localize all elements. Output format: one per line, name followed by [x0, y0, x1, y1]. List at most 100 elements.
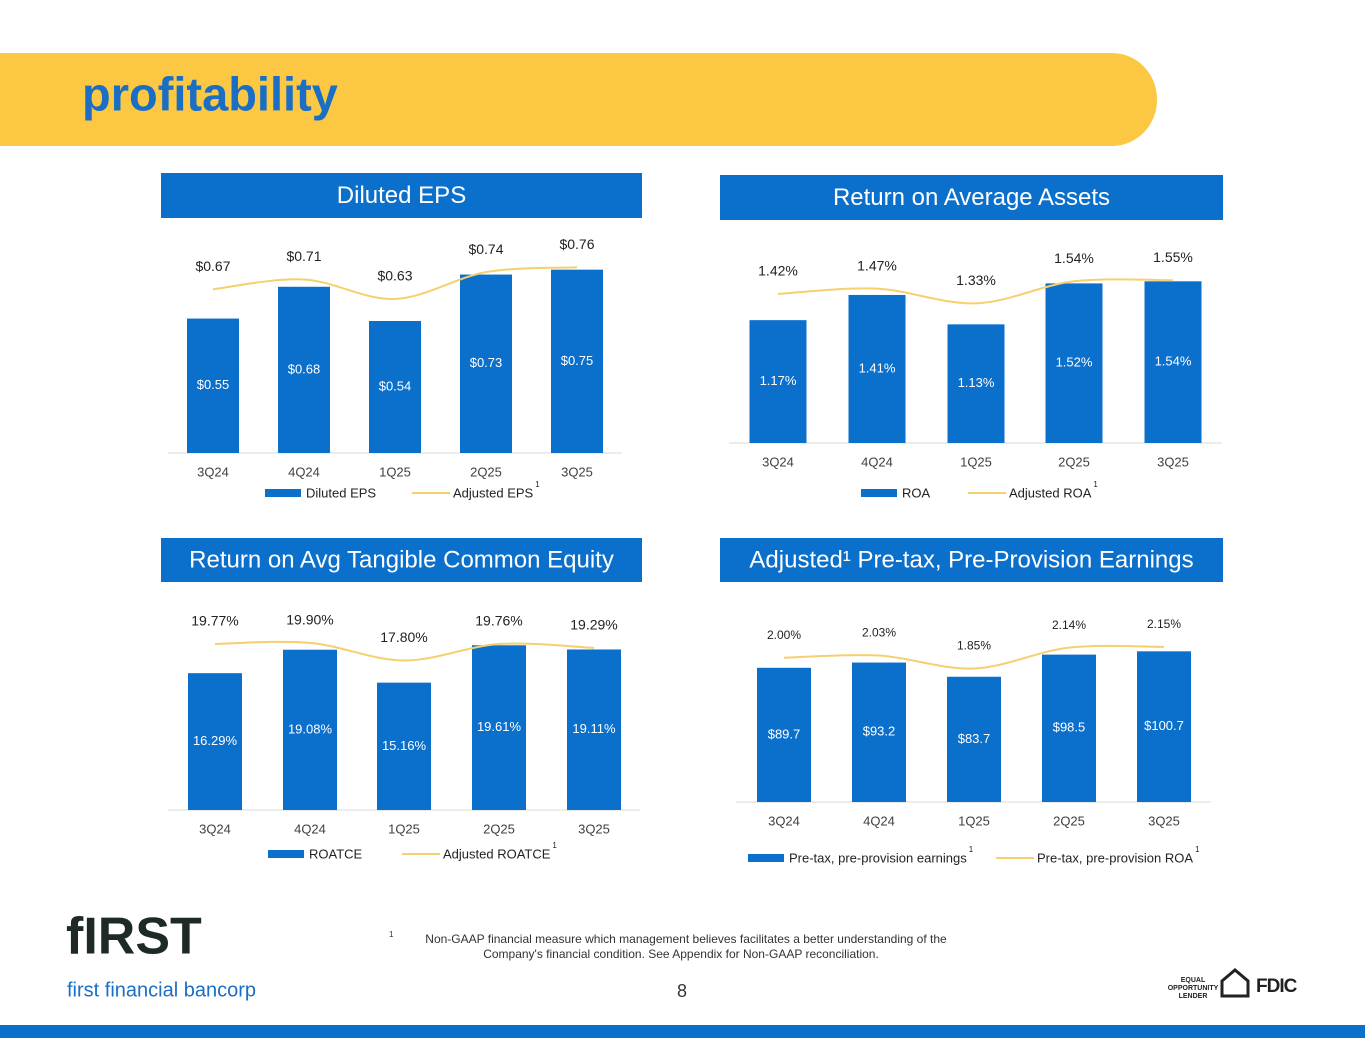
legend-label: Pre-tax, pre-provision earnings — [789, 850, 967, 865]
bar — [472, 645, 526, 810]
line-value-label: 1.33% — [956, 272, 996, 288]
line — [214, 640, 595, 662]
bar-value-label: 19.61% — [477, 719, 522, 734]
badge-text: OPPORTUNITY — [1168, 985, 1219, 992]
bar-value-label: $0.54 — [379, 378, 412, 393]
chart-title: Diluted EPS — [337, 182, 466, 209]
x-tick-label: 3Q25 — [1148, 813, 1180, 828]
line-value-label: 1.42% — [758, 263, 798, 279]
legend-label: Diluted EPS — [306, 485, 376, 500]
x-tick-label: 3Q24 — [768, 813, 800, 828]
x-tick-label: 3Q25 — [1157, 454, 1189, 469]
legend-swatch — [861, 489, 897, 497]
x-tick-label: 3Q24 — [197, 464, 229, 479]
bar — [852, 662, 906, 802]
legend-swatch — [748, 854, 784, 862]
line — [783, 644, 1165, 670]
line-value-label: 2.00% — [767, 628, 801, 642]
line-value-label: 2.15% — [1147, 617, 1181, 631]
legend-footnote: 1 — [969, 845, 974, 854]
line-value-label: 1.85% — [957, 639, 991, 653]
x-tick-label: 1Q25 — [379, 464, 411, 479]
x-tick-label: 3Q25 — [578, 821, 610, 836]
x-tick-label: 4Q24 — [861, 454, 893, 469]
line — [212, 266, 578, 301]
bar-value-label: $0.75 — [561, 353, 594, 368]
badge-text: LENDER — [1179, 993, 1208, 1000]
legend-footnote: 1 — [552, 841, 557, 850]
x-tick-label: 1Q25 — [960, 454, 992, 469]
x-tick-label: 2Q25 — [1053, 813, 1085, 828]
footnote-line: Company's financial condition. See Appen… — [483, 947, 879, 961]
bar-value-label: 15.16% — [382, 738, 427, 753]
line-value-label: $0.76 — [559, 236, 594, 252]
bar — [283, 649, 337, 810]
line-value-label: $0.63 — [377, 268, 412, 284]
line-value-label: 1.54% — [1054, 250, 1094, 266]
bar-value-label: 1.13% — [958, 375, 995, 390]
chart-title-box — [720, 538, 1223, 582]
line-value-label: 19.29% — [570, 617, 617, 633]
chart-title-box — [161, 173, 642, 218]
legend-footnote: 1 — [1195, 845, 1200, 854]
bar-value-label: $0.73 — [470, 355, 503, 370]
bar — [460, 274, 512, 453]
x-tick-label: 4Q24 — [288, 464, 320, 479]
bar-value-label: 19.11% — [572, 721, 616, 736]
line-value-label: $0.71 — [286, 248, 321, 264]
line-value-label: 2.14% — [1052, 618, 1086, 632]
fdic-logo: FDIC — [1256, 976, 1298, 997]
logo-name: first financial bancorp — [67, 979, 256, 1001]
chart-title: Return on Avg Tangible Common Equity — [189, 546, 614, 573]
bar-value-label: $93.2 — [863, 724, 896, 739]
bar — [1045, 283, 1103, 443]
chart-title: Return on Average Assets — [833, 184, 1110, 211]
bar — [567, 649, 621, 810]
line-value-label: 19.90% — [286, 612, 333, 628]
legend-label: ROA — [902, 485, 931, 500]
line-value-label: 2.03% — [862, 626, 896, 640]
legend-label: ROATCE — [309, 846, 363, 861]
line-value-label: 19.77% — [191, 613, 238, 629]
bar-value-label: 16.29% — [193, 733, 238, 748]
bar-value-label: $0.68 — [288, 361, 321, 376]
x-tick-label: 4Q24 — [294, 821, 326, 836]
line-value-label: $0.74 — [468, 241, 503, 257]
bar-value-label: 1.54% — [1155, 354, 1192, 369]
bar-value-label: $83.7 — [958, 731, 991, 746]
bar — [1137, 651, 1191, 802]
line-value-label: $0.67 — [195, 258, 230, 274]
x-tick-label: 4Q24 — [863, 813, 895, 828]
housing-icon — [1220, 968, 1250, 998]
x-tick-label: 1Q25 — [958, 813, 990, 828]
legend-footnote: 1 — [535, 480, 540, 489]
footnote-line: Non-GAAP financial measure which managem… — [425, 932, 947, 946]
bar — [278, 286, 330, 453]
bar-value-label: 1.41% — [859, 360, 896, 375]
line-value-label: 1.55% — [1153, 249, 1193, 265]
chart-title: Adjusted¹ Pre-tax, Pre-Provision Earning… — [749, 546, 1193, 573]
legend-label: Adjusted ROATCE — [443, 846, 551, 861]
legend-swatch — [268, 850, 304, 858]
bar — [187, 318, 239, 453]
x-tick-label: 2Q25 — [1058, 454, 1090, 469]
x-tick-label: 2Q25 — [470, 464, 502, 479]
bar — [947, 324, 1005, 443]
legend-label: Pre-tax, pre-provision ROA — [1037, 850, 1193, 865]
bar — [369, 321, 421, 453]
bar-value-label: $100.7 — [1144, 718, 1184, 733]
logo-wordmark: fIRST — [66, 908, 202, 966]
x-tick-label: 3Q25 — [561, 464, 593, 479]
bar-value-label: 19.08% — [288, 721, 333, 736]
line-value-label: 1.47% — [857, 257, 897, 273]
chart-title-box — [720, 175, 1223, 220]
bar — [1042, 654, 1096, 802]
bar-value-label: $98.5 — [1053, 720, 1086, 735]
bar — [1144, 281, 1202, 443]
page-number: 8 — [677, 981, 687, 1001]
x-tick-label: 1Q25 — [388, 821, 420, 836]
bar-value-label: 1.52% — [1056, 355, 1093, 370]
line — [777, 278, 1174, 305]
slide-title: profitability — [82, 67, 338, 120]
